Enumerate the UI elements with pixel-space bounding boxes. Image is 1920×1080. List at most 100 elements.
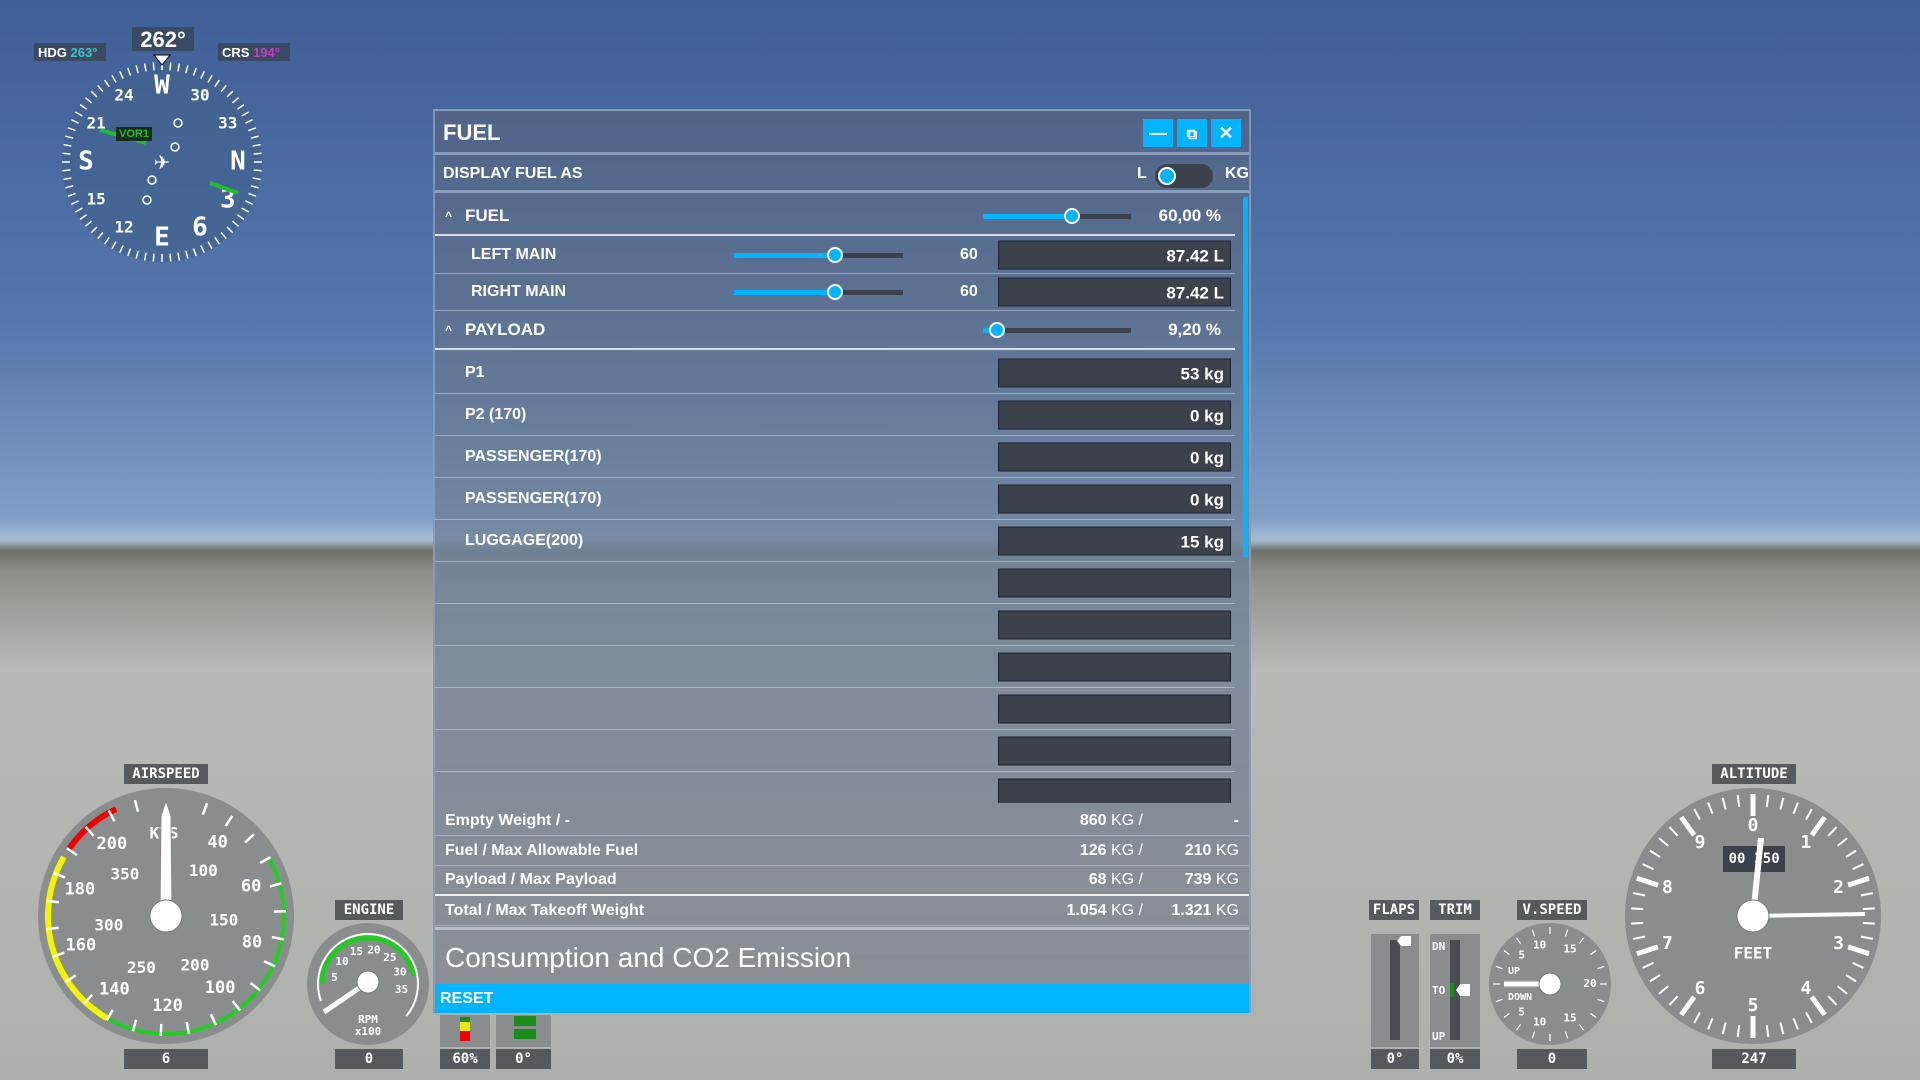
altimeter-digit-label: 2 [1833,877,1844,898]
vsi-down-label: DOWN [1508,992,1532,1003]
tank-amount-field[interactable]: 87.42 L [998,277,1231,307]
tick-mark [1631,907,1644,911]
unit-toggle[interactable] [1155,164,1213,188]
tick-mark [1693,1011,1701,1024]
reset-button[interactable]: RESET [435,984,1249,1013]
aircraft-symbol-icon: ✈ [154,147,170,177]
tick-mark [185,1021,191,1035]
station-weight-field[interactable]: 53 kg [998,358,1231,387]
station-weight-field[interactable] [998,652,1231,681]
vsi-scale-label: 5 [1518,949,1525,962]
airspeed-scale-label: 140 [99,980,130,1000]
payload-station-row: LUGGAGE(200) 15 kg [435,520,1235,562]
station-weight-field[interactable] [998,778,1231,803]
payload-station-row [435,688,1235,730]
tick-mark [1642,863,1654,871]
tick-mark [1531,929,1536,937]
rpm-scale-label: 5 [331,971,338,984]
panel-scroll-area[interactable]: ^ FUEL 60,00 % LEFT MAIN 60 87.42 L RIGH… [435,197,1249,803]
summary-max-unit: KG [1215,871,1239,888]
summary-label: Total / Max Takeoff Weight [445,901,645,919]
rpm-scale-label: 25 [383,951,396,964]
summary-max: - [1233,811,1239,829]
tick-mark [1736,794,1741,807]
tick-mark [200,245,205,253]
altimeter-digit-label: 4 [1800,978,1811,999]
tick-mark [1837,985,1848,995]
summary-max-unit: KG [1215,841,1239,859]
tick-mark [1721,1022,1727,1035]
tick-mark [214,236,220,245]
tank-slider[interactable] [734,247,903,263]
vsi-scale-label: 10 [1533,1016,1546,1029]
tank-amount-field[interactable]: 87.42 L [998,240,1231,270]
tick-mark [177,252,181,261]
tick-mark [244,833,255,844]
airspeed-scale-label: 100 [205,978,236,998]
tick-mark [1679,995,1697,1017]
station-name: PASSENGER(170) [465,489,602,507]
airspeed-kmh-label: 300 [94,916,123,935]
tick-mark [1516,937,1522,944]
tick-mark [75,207,83,213]
tick-mark [84,220,93,227]
tick-mark [248,127,257,132]
station-weight-field[interactable] [998,568,1231,597]
tick-mark [269,882,282,888]
altimeter-digit-label: 1 [1800,832,1811,853]
tick-mark [1862,921,1875,925]
tick-mark [214,79,220,88]
station-weight-field[interactable] [998,610,1231,639]
flaps-label: FLAPS [1369,900,1419,920]
minimize-button[interactable]: — [1143,119,1173,147]
rpm-green-arc [319,935,416,985]
payload-total-percent: 9,20 % [1168,319,1221,339]
fuel-panel: FUEL — ⧉ ✕ DISPLAY FUEL AS L KG ^ FUEL 6… [433,109,1251,1013]
tick-mark [1578,1024,1584,1031]
scrollbar-thumb[interactable] [1243,197,1248,557]
tank-slider[interactable] [734,284,903,300]
toggle-knob [1158,167,1176,185]
summary-unit: KG / [1110,871,1143,888]
cdi-dot [170,142,180,152]
tick-mark [1658,985,1669,995]
compass-card-label: 12 [114,217,133,236]
station-name: P1 [465,363,485,381]
station-weight-field[interactable]: 15 kg [998,526,1231,555]
tick-mark [79,214,88,220]
consumption-header[interactable]: Consumption and CO2 Emission [435,932,1249,984]
yellow-arc [45,855,109,1021]
fuel-section-header[interactable]: ^ FUEL 60,00 % [435,197,1235,236]
tick-mark [1837,837,1848,847]
rpm-multiplier-label: x100 [355,1025,382,1038]
needle-hub [356,970,380,994]
station-weight-field[interactable] [998,694,1231,723]
course-tail-icon [209,181,239,195]
station-weight-field[interactable] [998,736,1231,765]
payload-total-slider[interactable] [983,321,1131,338]
station-weight-field[interactable]: 0 kg [998,442,1231,471]
fuel-total-slider[interactable] [983,207,1131,224]
station-name: LUGGAGE(200) [465,531,584,549]
altitude-drum [1723,846,1785,872]
hdg-readout: HDG 263° [34,43,106,61]
tick-mark [1693,808,1701,821]
close-button[interactable]: ✕ [1211,119,1241,147]
station-weight-field[interactable]: 0 kg [998,400,1231,429]
heading-indicator: HDG 263° CRS 194° 262° W 30 33 N 3 6 E 12 15 S 21 2… [30,25,300,275]
compass-card-label: 15 [87,190,106,209]
tank-name: RIGHT MAIN [471,283,567,300]
payload-section-header[interactable]: ^ PAYLOAD 9,20 % [435,311,1235,350]
payload-station-row [435,772,1235,803]
vsi-scale-label: 10 [1533,938,1546,951]
tick-mark [252,177,261,181]
compass-card-label: 33 [218,114,237,133]
needle-hub [149,899,183,933]
tick-mark [220,84,227,93]
fuel-level-indicator [440,1015,490,1047]
tick-mark [1590,950,1597,956]
payload-section-label: PAYLOAD [465,319,546,339]
station-weight-field[interactable]: 0 kg [998,484,1231,513]
tick-mark [245,119,253,124]
popout-button[interactable]: ⧉ [1177,119,1207,147]
